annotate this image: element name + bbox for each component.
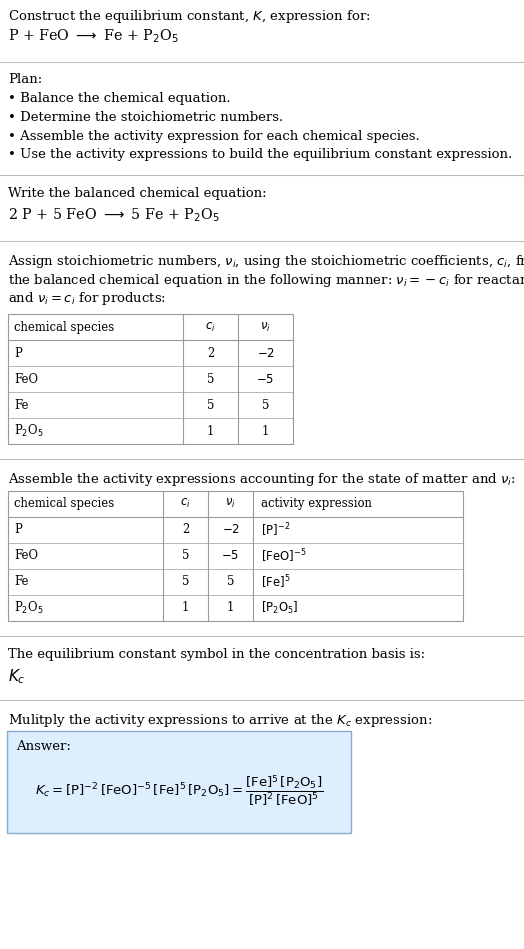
Text: Assign stoichiometric numbers, $\nu_i$, using the stoichiometric coefficients, $: Assign stoichiometric numbers, $\nu_i$, … <box>8 252 524 270</box>
Text: P: P <box>14 523 22 536</box>
Text: 5: 5 <box>262 399 269 412</box>
Text: 5: 5 <box>182 549 189 562</box>
Text: 5: 5 <box>207 399 214 412</box>
Text: $\nu_i$: $\nu_i$ <box>260 321 271 333</box>
Text: and $\nu_i = c_i$ for products:: and $\nu_i = c_i$ for products: <box>8 290 166 307</box>
Text: 1: 1 <box>207 424 214 437</box>
Text: chemical species: chemical species <box>14 321 114 333</box>
Text: • Assemble the activity expression for each chemical species.: • Assemble the activity expression for e… <box>8 130 420 142</box>
Text: $K_c = [\mathrm{P}]^{-2}\,[\mathrm{FeO}]^{-5}\,[\mathrm{Fe}]^{5}\,[\mathrm{P_2O_: $K_c = [\mathrm{P}]^{-2}\,[\mathrm{FeO}]… <box>35 772 323 808</box>
Bar <box>8 314 293 444</box>
Text: 1: 1 <box>182 602 189 614</box>
Text: $[\mathrm{P}]^{-2}$: $[\mathrm{P}]^{-2}$ <box>261 521 290 538</box>
Text: 2 P + 5 FeO $\longrightarrow$ 5 Fe + P$_2$O$_5$: 2 P + 5 FeO $\longrightarrow$ 5 Fe + P$_… <box>8 207 220 224</box>
Text: FeO: FeO <box>14 549 38 562</box>
Text: $[\mathrm{FeO}]^{-5}$: $[\mathrm{FeO}]^{-5}$ <box>261 547 307 565</box>
Text: chemical species: chemical species <box>14 497 114 511</box>
Text: $-5$: $-5$ <box>256 373 275 385</box>
Text: $[\mathrm{Fe}]^{5}$: $[\mathrm{Fe}]^{5}$ <box>261 573 290 590</box>
Text: $K_c$: $K_c$ <box>8 667 26 686</box>
Text: P$_2$O$_5$: P$_2$O$_5$ <box>14 423 43 439</box>
Bar <box>8 491 463 621</box>
Text: the balanced chemical equation in the following manner: $\nu_i = -c_i$ for react: the balanced chemical equation in the fo… <box>8 271 524 288</box>
Text: 5: 5 <box>207 373 214 385</box>
Text: Answer:: Answer: <box>16 740 71 754</box>
FancyBboxPatch shape <box>7 731 351 833</box>
Text: Mulitply the activity expressions to arrive at the $K_c$ expression:: Mulitply the activity expressions to arr… <box>8 712 432 729</box>
Text: • Balance the chemical equation.: • Balance the chemical equation. <box>8 92 231 105</box>
Text: 1: 1 <box>262 424 269 437</box>
Text: 5: 5 <box>227 575 234 588</box>
Text: • Use the activity expressions to build the equilibrium constant expression.: • Use the activity expressions to build … <box>8 148 512 161</box>
Text: Fe: Fe <box>14 399 28 412</box>
Text: Construct the equilibrium constant, $K$, expression for:: Construct the equilibrium constant, $K$,… <box>8 8 370 25</box>
Text: P: P <box>14 346 22 360</box>
Text: P$_2$O$_5$: P$_2$O$_5$ <box>14 600 43 616</box>
Text: Plan:: Plan: <box>8 73 42 86</box>
Text: Fe: Fe <box>14 575 28 588</box>
Text: $[\mathrm{P_2O_5}]$: $[\mathrm{P_2O_5}]$ <box>261 600 299 616</box>
Text: $c_i$: $c_i$ <box>205 321 216 333</box>
Text: $-2$: $-2$ <box>222 523 239 536</box>
Text: FeO: FeO <box>14 373 38 385</box>
Text: activity expression: activity expression <box>261 497 372 511</box>
Text: $-2$: $-2$ <box>257 346 275 360</box>
Text: $c_i$: $c_i$ <box>180 497 191 511</box>
Text: 2: 2 <box>207 346 214 360</box>
Text: The equilibrium constant symbol in the concentration basis is:: The equilibrium constant symbol in the c… <box>8 648 425 661</box>
Text: P + FeO $\longrightarrow$ Fe + P$_2$O$_5$: P + FeO $\longrightarrow$ Fe + P$_2$O$_5… <box>8 28 179 45</box>
Text: Assemble the activity expressions accounting for the state of matter and $\nu_i$: Assemble the activity expressions accoun… <box>8 472 516 488</box>
Text: $\nu_i$: $\nu_i$ <box>225 497 236 511</box>
Text: $-5$: $-5$ <box>222 549 239 562</box>
Text: 1: 1 <box>227 602 234 614</box>
Text: 5: 5 <box>182 575 189 588</box>
Text: • Determine the stoichiometric numbers.: • Determine the stoichiometric numbers. <box>8 111 283 124</box>
Text: Write the balanced chemical equation:: Write the balanced chemical equation: <box>8 187 267 200</box>
Text: 2: 2 <box>182 523 189 536</box>
